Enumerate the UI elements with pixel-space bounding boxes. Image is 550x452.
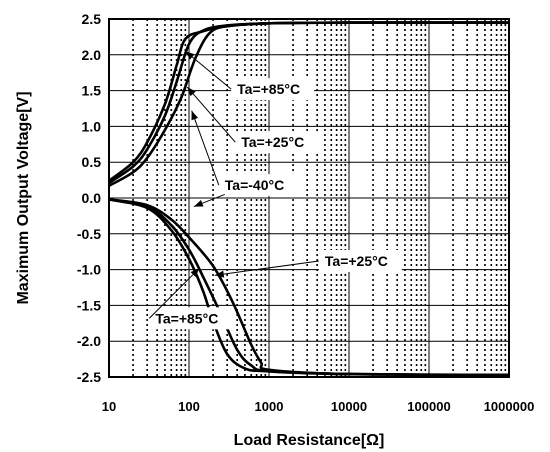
annotation-label: Ta=+85°C [155, 310, 218, 326]
plot-frame [108, 18, 510, 378]
annotation-box [231, 78, 314, 101]
y-tick-label: 0.0 [82, 190, 102, 206]
y-tick-label: 0.5 [82, 154, 102, 170]
y-axis-title: Maximum Output Voltage[V] [15, 91, 32, 304]
annotation-arrowhead [191, 110, 199, 121]
y-tick-label: -2.0 [77, 333, 101, 349]
annotation-arrowhead [193, 200, 204, 207]
x-tick-label: 100 [178, 399, 200, 414]
annotation-leader [191, 110, 220, 186]
x-tick-label: 100000 [407, 399, 450, 414]
annotation-label: Ta=-40°C [225, 177, 284, 193]
annotation-label: Ta=+25°C [325, 253, 388, 269]
y-tick-label: 1.0 [82, 118, 102, 134]
annotation-box [218, 174, 302, 197]
x-axis-title: Load Resistance[Ω] [234, 432, 385, 449]
chart-ticks: 2.52.01.51.00.50.0-0.5-1.0-1.5-2.0-2.510… [77, 11, 534, 414]
annotation-label: Ta=+85°C [237, 81, 300, 97]
y-tick-label: -2.5 [77, 369, 101, 385]
annotation-leader [149, 267, 200, 319]
y-tick-label: 1.5 [82, 83, 102, 99]
annotation-leader [186, 86, 236, 143]
series-line [108, 21, 510, 185]
annotation-box [235, 131, 319, 154]
y-tick-label: -1.0 [77, 262, 101, 278]
annotation-leader [214, 260, 319, 276]
annotation-box [318, 250, 402, 273]
x-tick-label: 1000000 [484, 399, 535, 414]
annotation-arrowhead [187, 87, 196, 97]
annotation-arrowhead [185, 51, 195, 60]
y-tick-label: 2.0 [82, 47, 102, 63]
series-line [108, 198, 510, 377]
x-tick-label: 10 [102, 399, 116, 414]
chart-annotations: Ta=+85°C Ta=+25°C Ta=-40°C Ta=+25°C Ta=+85°C [149, 50, 402, 330]
x-tick-label: 1000 [255, 399, 284, 414]
y-tick-label: 2.5 [82, 11, 102, 27]
annotation-box [149, 307, 233, 330]
x-tick-label: 10000 [331, 399, 367, 414]
series-line [108, 21, 510, 187]
y-tick-label: -0.5 [77, 226, 101, 242]
series-line [108, 198, 510, 377]
annotation-label: Ta=+25°C [241, 134, 304, 150]
annotation-leader [185, 50, 232, 90]
annotation-arrowhead [214, 270, 225, 278]
annotation-arrowhead [190, 268, 200, 278]
y-tick-label: -1.5 [77, 297, 101, 313]
